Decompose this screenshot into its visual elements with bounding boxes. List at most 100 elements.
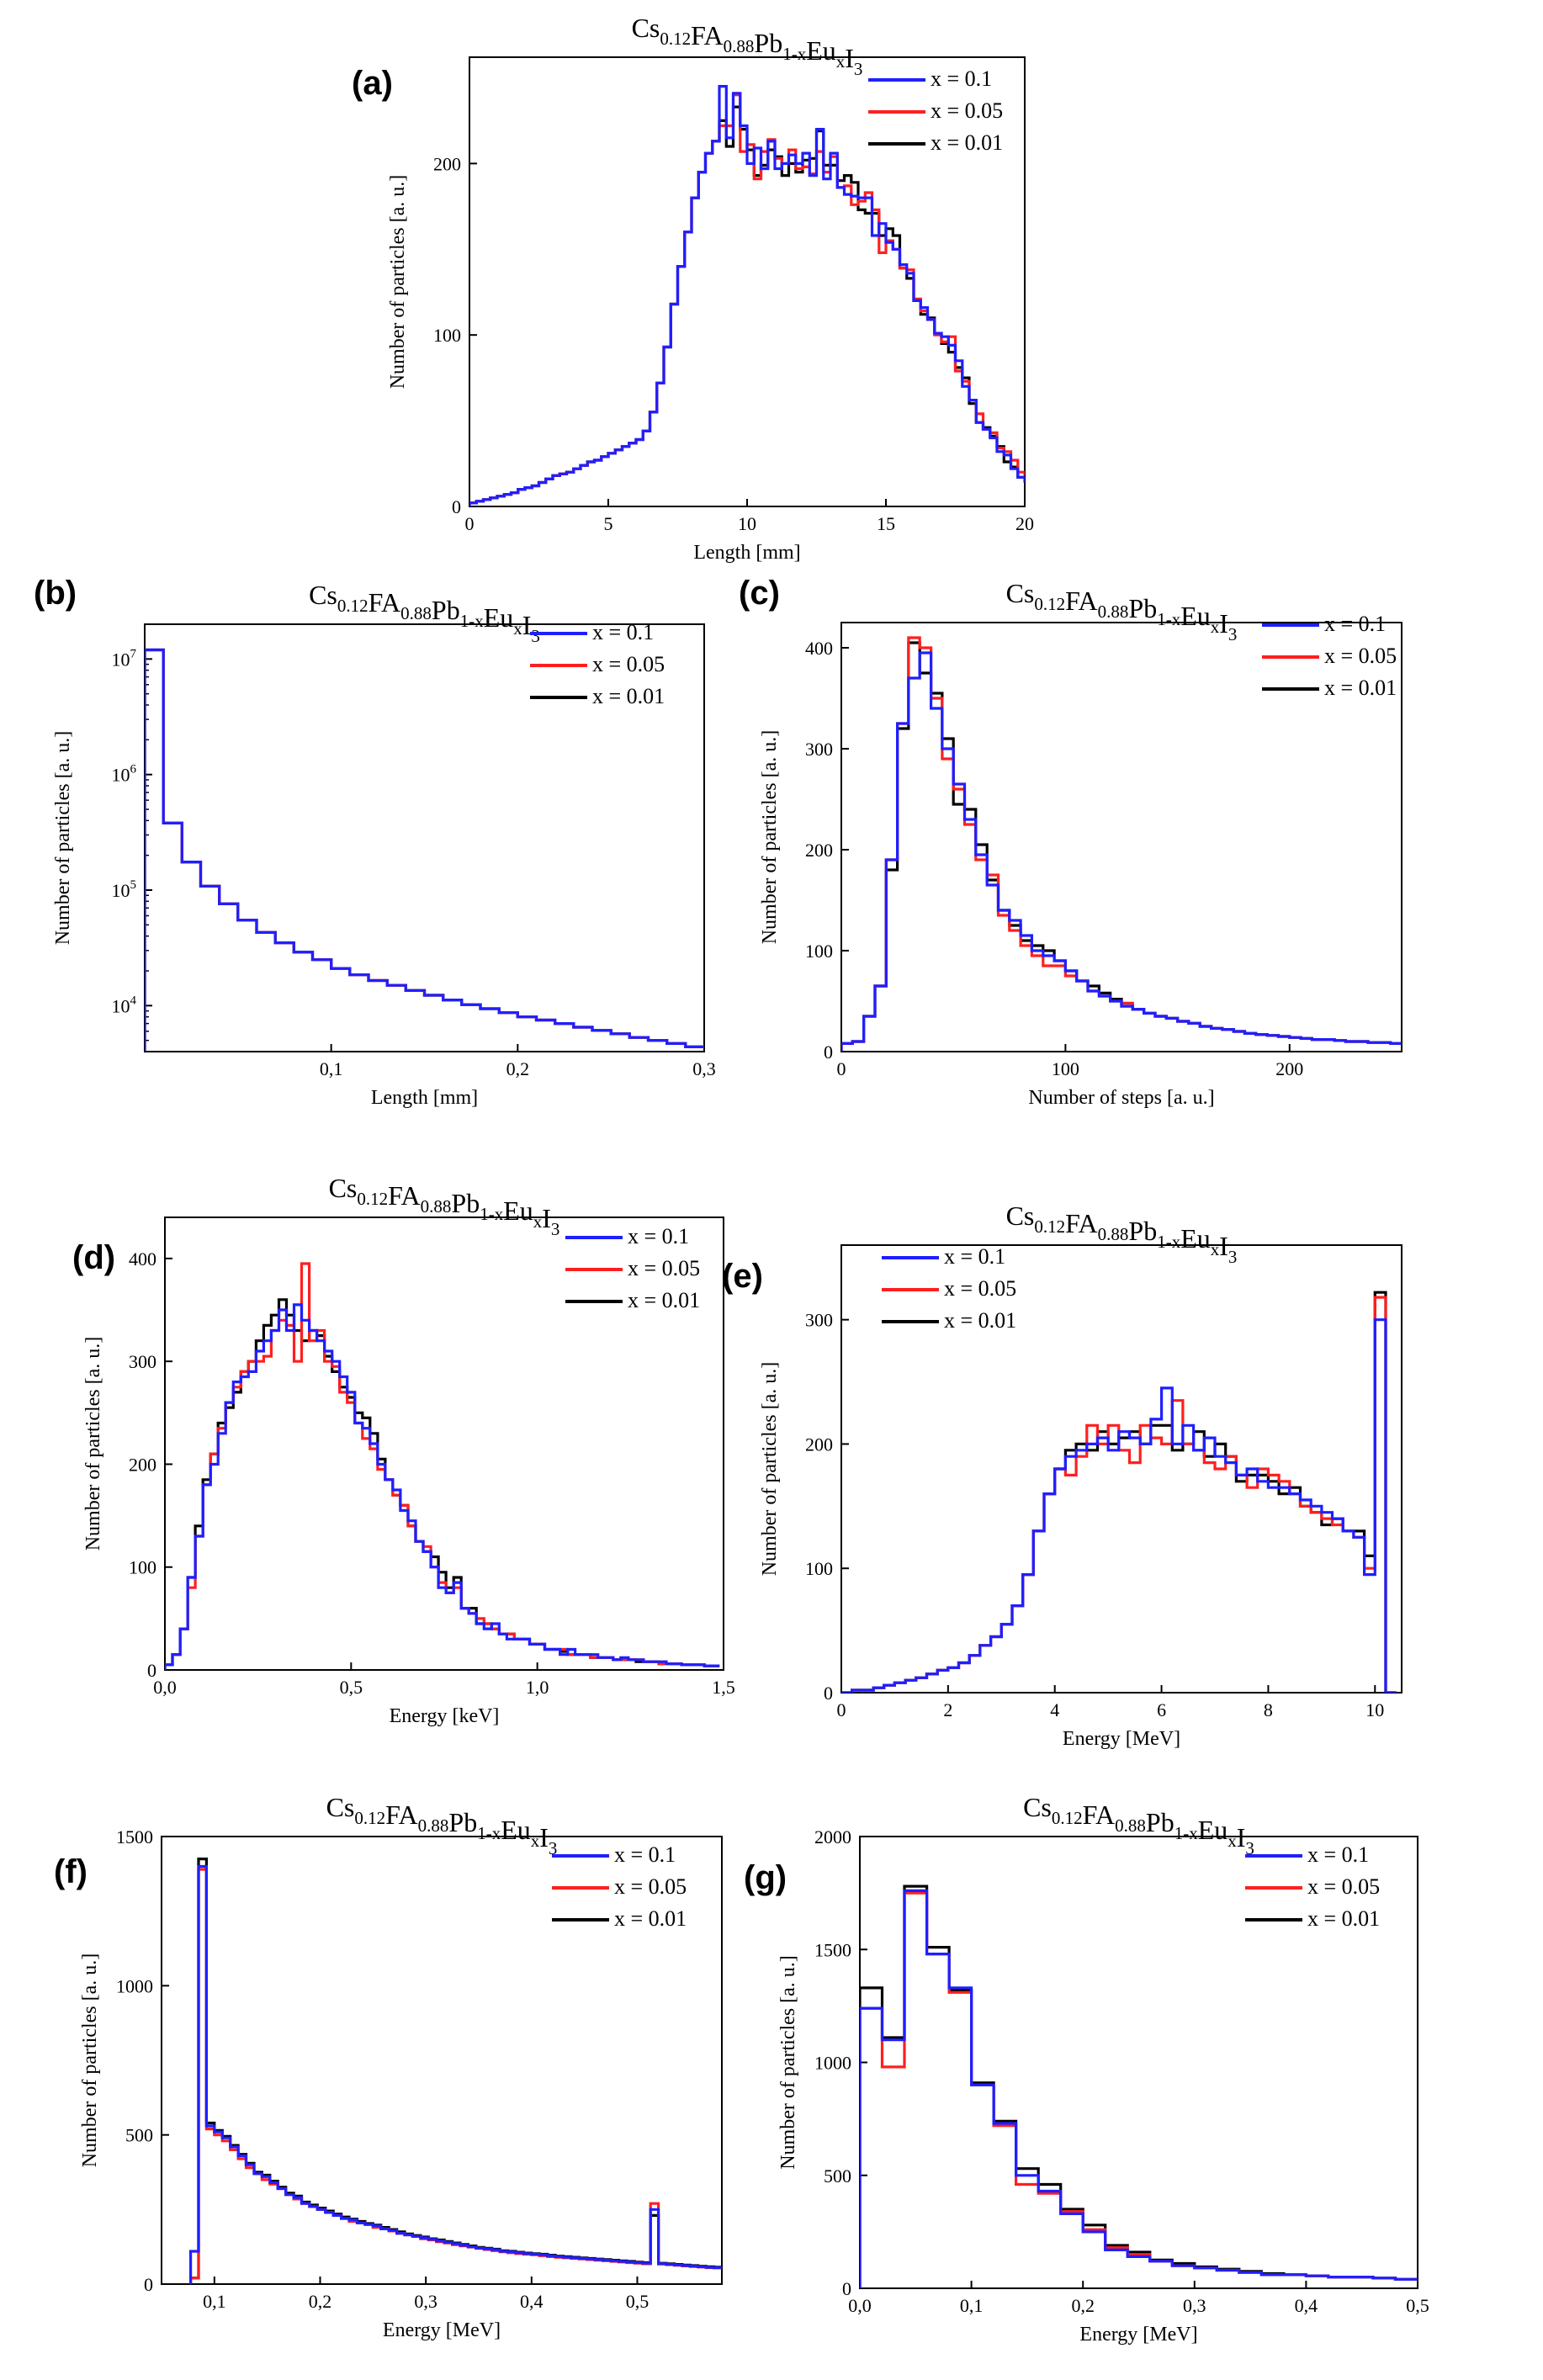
series-line-x---0-01 — [841, 1291, 1397, 1693]
y-tick-label: 500 — [125, 2125, 153, 2146]
series-line-x---0-05 — [189, 1868, 722, 2284]
legend-label: x = 0.1 — [944, 1244, 1005, 1269]
y-tick-label: 1000 — [814, 2053, 851, 2074]
title-subscript: x — [836, 51, 846, 72]
title-subscript: x — [533, 1211, 543, 1232]
plot-frame — [164, 1217, 724, 1671]
legend-label: x = 0.1 — [1307, 1842, 1369, 1867]
title-part: Eu — [484, 602, 514, 633]
y-axis-label: Number of particles [a. u.] — [52, 731, 74, 946]
legend-label: x = 0.05 — [592, 652, 665, 676]
title-part: Eu — [1198, 1815, 1228, 1845]
title-subscript: 0.12 — [357, 1189, 388, 1209]
title-subscript: 1-x — [1157, 1232, 1180, 1252]
series-line-x---0-1 — [145, 648, 704, 1052]
title-part: FA — [1065, 1208, 1098, 1238]
title-subscript: 1-x — [480, 1204, 503, 1224]
x-axis-label: Length [mm] — [693, 542, 800, 564]
x-tick-label: 8 — [1264, 1699, 1273, 1720]
series-line-x---0-1 — [841, 651, 1402, 1052]
title-subscript: 0.12 — [1034, 594, 1065, 614]
title-part: I — [1237, 1822, 1246, 1853]
x-tick-label: 0 — [837, 1058, 846, 1079]
title-subscript: x — [1211, 1239, 1220, 1259]
series-line-x---0-1 — [469, 85, 1025, 506]
x-tick-label: 200 — [1275, 1058, 1303, 1079]
y-tick-label: 107 — [112, 647, 137, 670]
title-part: Pb — [451, 1188, 480, 1218]
title-subscript: 0.12 — [354, 1808, 385, 1828]
series-line-x---0-01 — [165, 1298, 720, 1670]
y-tick-exponent: 5 — [130, 878, 137, 892]
y-tick-label: 100 — [805, 1558, 833, 1579]
y-tick-label: 100 — [805, 941, 833, 962]
y-tick-label: 106 — [112, 763, 137, 786]
chart-title: Cs0.12FA0.88Pb1-xEuxI3 — [309, 580, 540, 646]
x-tick-label: 0,5 — [340, 1677, 363, 1698]
series-line-x---0-1 — [165, 1303, 720, 1670]
y-tick-label: 0 — [144, 2274, 153, 2295]
title-subscript: 0.88 — [421, 1196, 452, 1217]
title-part: Cs — [1006, 578, 1035, 608]
y-tick-label: 400 — [805, 638, 833, 659]
legend-label: x = 0.05 — [944, 1276, 1016, 1301]
chart-panel-6: 0,0 0,1 0,2 0,3 0,4 0,5 0 500 1000 1500 2000 Energy… — [744, 1792, 1429, 2346]
y-axis-label: Number of particles [a. u.] — [79, 1953, 101, 2168]
title-part: FA — [369, 587, 401, 618]
legend-label: x = 0.01 — [614, 1906, 687, 1931]
x-axis-label: Number of steps [a. u.] — [1028, 1087, 1214, 1109]
x-tick-label: 5 — [604, 513, 613, 534]
title-subscript: 3 — [549, 1838, 558, 1858]
y-tick-base: 10 — [112, 995, 130, 1016]
chart-title: Cs0.12FA0.88Pb1-xEuxI3 — [1006, 578, 1238, 644]
series-line-x---0-1 — [841, 1318, 1397, 1693]
y-tick-label: 200 — [805, 840, 833, 861]
x-axis-label: Energy [MeV] — [383, 2319, 501, 2341]
legend-label: x = 0.01 — [592, 684, 665, 708]
y-tick-label: 300 — [129, 1351, 156, 1372]
y-tick-exponent: 4 — [130, 994, 137, 1007]
title-part: Pb — [1128, 1216, 1157, 1246]
x-tick-label: 0,1 — [203, 2291, 226, 2312]
legend-label: x = 0.01 — [931, 130, 1003, 155]
x-tick-label: 0,4 — [520, 2291, 543, 2312]
title-part: FA — [388, 1180, 421, 1211]
title-part: Pb — [1146, 1807, 1174, 1837]
x-tick-label: 1,0 — [526, 1677, 549, 1698]
y-tick-label: 300 — [805, 1310, 833, 1331]
legend-label: x = 0.05 — [614, 1874, 687, 1899]
legend-label: x = 0.05 — [931, 98, 1003, 123]
title-part: Eu — [503, 1195, 533, 1226]
title-part: Cs — [632, 13, 660, 43]
y-tick-label: 1000 — [116, 1975, 153, 1996]
legend-label: x = 0.05 — [1324, 644, 1397, 668]
y-tick-label: 0 — [147, 1660, 156, 1681]
x-tick-label: 0,5 — [626, 2291, 650, 2312]
chart-title: Cs0.12FA0.88Pb1-xEuxI3 — [1023, 1792, 1254, 1858]
title-part: Cs — [1023, 1792, 1052, 1822]
title-subscript: 0.88 — [1115, 1815, 1146, 1836]
x-axis-label: Energy [MeV] — [1079, 2324, 1197, 2346]
y-axis-label: Number of particles [a. u.] — [777, 1955, 799, 2170]
y-tick-label: 200 — [805, 1434, 833, 1455]
x-tick-label: 4 — [1050, 1699, 1059, 1720]
legend-label: x = 0.01 — [628, 1288, 700, 1312]
plot-frame — [859, 1836, 1418, 2289]
x-axis-label: Energy [keV] — [390, 1705, 500, 1727]
series-line-x---0-1 — [860, 1889, 1418, 2288]
x-tick-label: 6 — [1157, 1699, 1166, 1720]
plot-frame — [840, 622, 1402, 1052]
y-axis-label: Number of particles [a. u.] — [82, 1337, 104, 1551]
title-part: Cs — [329, 1173, 358, 1203]
series-line-x---0-01 — [860, 1884, 1418, 2288]
series-line-x---0-01 — [841, 641, 1402, 1052]
title-subscript: 3 — [1228, 1247, 1238, 1267]
series-line-x---0-05 — [841, 636, 1402, 1052]
title-subscript: x — [513, 618, 522, 639]
y-tick-label: 0 — [842, 2278, 851, 2299]
x-tick-label: 0,2 — [309, 2291, 332, 2312]
title-part: Eu — [1180, 601, 1211, 631]
title-subscript: 3 — [531, 626, 540, 646]
